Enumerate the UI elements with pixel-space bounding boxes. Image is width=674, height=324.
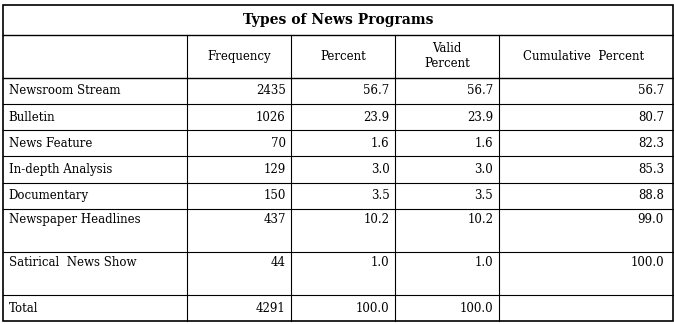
Text: Valid
Percent: Valid Percent (424, 42, 470, 70)
Text: In-depth Analysis: In-depth Analysis (9, 163, 112, 176)
Text: 129: 129 (264, 163, 286, 176)
Text: 82.3: 82.3 (638, 137, 664, 150)
Text: 1.0: 1.0 (474, 256, 493, 269)
Text: 85.3: 85.3 (638, 163, 664, 176)
Text: Newspaper Headlines: Newspaper Headlines (9, 213, 140, 226)
Text: 100.0: 100.0 (356, 302, 390, 315)
Text: 44: 44 (271, 256, 286, 269)
Text: 100.0: 100.0 (460, 302, 493, 315)
Text: 88.8: 88.8 (638, 190, 664, 202)
Text: 3.0: 3.0 (474, 163, 493, 176)
Text: 100.0: 100.0 (630, 256, 664, 269)
Text: 3.5: 3.5 (474, 190, 493, 202)
Text: 99.0: 99.0 (638, 213, 664, 226)
Text: 1.0: 1.0 (371, 256, 390, 269)
Text: 437: 437 (264, 213, 286, 226)
Text: 3.5: 3.5 (371, 190, 390, 202)
Text: Types of News Programs: Types of News Programs (243, 13, 433, 27)
Text: 23.9: 23.9 (467, 110, 493, 123)
Text: Cumulative  Percent: Cumulative Percent (524, 50, 644, 63)
Text: 56.7: 56.7 (638, 84, 664, 97)
Text: Newsroom Stream: Newsroom Stream (9, 84, 120, 97)
Text: 150: 150 (264, 190, 286, 202)
Text: Documentary: Documentary (9, 190, 89, 202)
Text: 10.2: 10.2 (467, 213, 493, 226)
Text: Satirical  News Show: Satirical News Show (9, 256, 136, 269)
Text: Frequency: Frequency (208, 50, 271, 63)
Text: 4291: 4291 (256, 302, 286, 315)
Text: 56.7: 56.7 (467, 84, 493, 97)
Text: News Feature: News Feature (9, 137, 92, 150)
Text: 1026: 1026 (256, 110, 286, 123)
Text: Bulletin: Bulletin (9, 110, 55, 123)
Text: 10.2: 10.2 (363, 213, 390, 226)
Text: 2435: 2435 (256, 84, 286, 97)
Text: 1.6: 1.6 (371, 137, 390, 150)
Text: Total: Total (9, 302, 38, 315)
Text: 23.9: 23.9 (363, 110, 390, 123)
Text: 80.7: 80.7 (638, 110, 664, 123)
Text: Percent: Percent (320, 50, 366, 63)
Text: 3.0: 3.0 (371, 163, 390, 176)
Text: 1.6: 1.6 (474, 137, 493, 150)
Text: 56.7: 56.7 (363, 84, 390, 97)
Text: 70: 70 (271, 137, 286, 150)
